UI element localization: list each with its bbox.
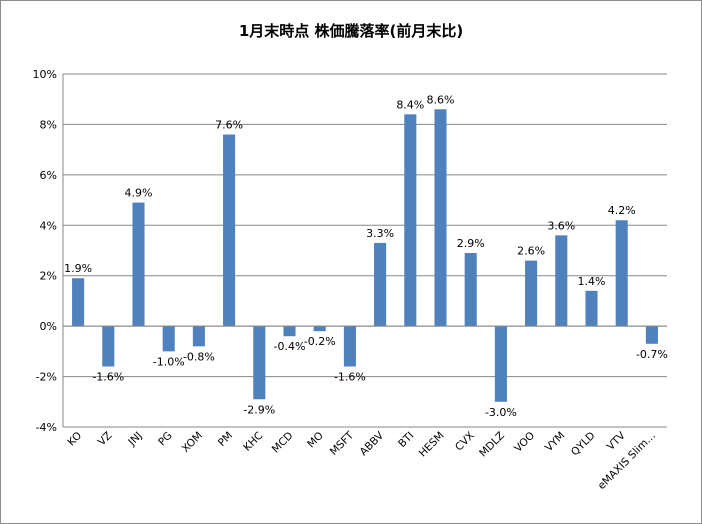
bar — [132, 202, 145, 327]
data-label: -0.4% — [274, 340, 306, 353]
y-tick-label: 2% — [40, 270, 57, 283]
x-tick-label: BTI — [396, 430, 416, 450]
x-tick-label: KO — [65, 430, 84, 449]
x-tick-label: JNJ — [125, 430, 144, 449]
bar — [434, 109, 447, 327]
data-label: 7.6% — [215, 119, 243, 132]
y-tick-label: 6% — [40, 169, 57, 182]
data-label: 1.4% — [578, 275, 606, 288]
x-tick-label: CVX — [453, 430, 477, 454]
bar — [253, 326, 266, 400]
data-label: -1.0% — [153, 355, 185, 368]
bar — [374, 242, 387, 327]
x-tick-label: VTV — [605, 429, 629, 453]
x-tick-label: QYLD — [569, 430, 598, 459]
bar — [162, 326, 175, 352]
x-tick-label: PG — [156, 430, 175, 449]
data-label: 8.6% — [427, 93, 455, 106]
bar — [102, 326, 115, 367]
data-label: -0.8% — [183, 350, 215, 363]
data-label: 1.9% — [64, 262, 92, 275]
bar — [404, 114, 417, 327]
bar — [615, 220, 628, 327]
y-tick-label: 8% — [40, 118, 57, 131]
x-tick-label: VOO — [512, 430, 537, 455]
data-label: -3.0% — [485, 406, 517, 419]
bar — [555, 235, 568, 327]
y-tick-label: 10% — [33, 68, 57, 81]
x-tick-label: MCD — [270, 430, 296, 456]
data-label: -1.6% — [92, 370, 124, 383]
chart-title: 1月末時点 株価騰落率(前月末比) — [238, 22, 464, 40]
data-label: 2.9% — [457, 237, 485, 250]
bar — [192, 326, 205, 347]
y-tick-label: 4% — [40, 219, 57, 232]
bar — [645, 326, 658, 344]
bar — [313, 326, 326, 332]
data-label: 4.2% — [608, 204, 636, 217]
data-label: 8.4% — [396, 98, 424, 111]
data-label: 4.9% — [125, 187, 153, 200]
data-label: 3.3% — [366, 227, 394, 240]
x-tick-label: PM — [216, 430, 235, 449]
data-label: -2.9% — [243, 403, 275, 416]
x-tick-label: MO — [305, 430, 326, 451]
x-tick-label: VZ — [96, 430, 115, 449]
bar — [525, 260, 538, 327]
x-tick-label: VYM — [543, 430, 568, 455]
data-label: -1.6% — [334, 370, 366, 383]
data-label: -0.2% — [304, 335, 336, 348]
bar — [464, 253, 477, 327]
y-tick-label: -2% — [36, 371, 57, 384]
y-tick-label: -4% — [36, 421, 57, 434]
bar — [585, 290, 598, 327]
x-tick-label: ABBV — [358, 429, 387, 458]
bar — [283, 326, 296, 337]
x-tick-label: MDLZ — [477, 430, 507, 460]
data-label: 3.6% — [547, 219, 575, 232]
bar — [494, 326, 507, 402]
x-tick-label: XOM — [180, 430, 205, 455]
data-label: 2.6% — [517, 245, 545, 258]
data-label: -0.7% — [636, 348, 668, 361]
bar — [343, 326, 356, 367]
x-tick-label: MSFT — [328, 429, 357, 458]
x-tick-label: KHC — [241, 430, 265, 454]
bar — [223, 134, 236, 327]
y-tick-label: 0% — [40, 320, 57, 333]
bar — [72, 278, 85, 327]
x-tick-label: HESM — [417, 430, 447, 460]
